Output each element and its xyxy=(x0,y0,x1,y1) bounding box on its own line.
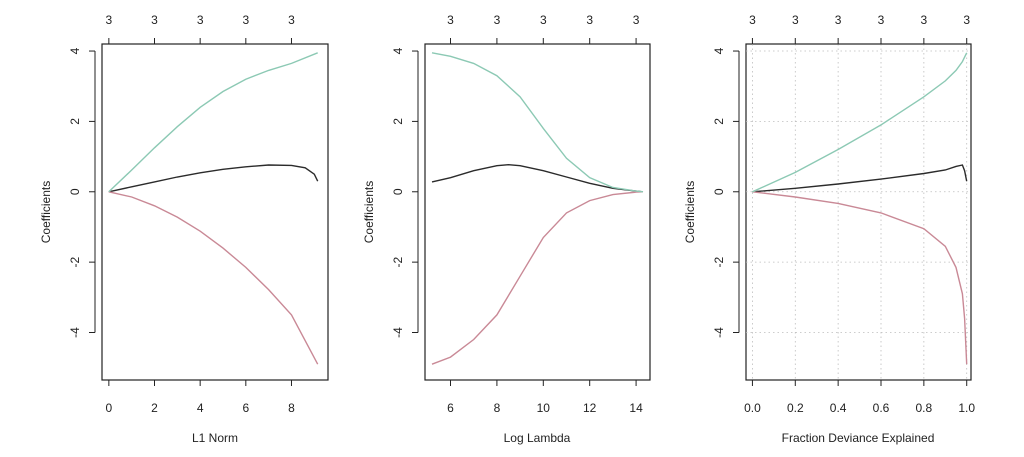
top-tick-label: 3 xyxy=(586,13,593,27)
curve-layer xyxy=(431,52,644,365)
y-tick-label: 2 xyxy=(68,118,82,125)
y-tick-label: 0 xyxy=(68,188,82,195)
coefficient-path-2 xyxy=(431,191,644,365)
top-tick-label: 3 xyxy=(540,13,547,27)
x-tick-label: 1.0 xyxy=(958,401,975,415)
curve-layer xyxy=(108,52,319,365)
top-tick-label: 3 xyxy=(288,13,295,27)
x-tick-label: 0.0 xyxy=(744,401,761,415)
axes-layer: 6 8 10 12 14 3 3 3 3 3 -4 -2 0 2 4 xyxy=(391,13,643,415)
top-tick-label: 3 xyxy=(197,13,204,27)
x-tick-label: 14 xyxy=(629,401,643,415)
x-tick-label: 6 xyxy=(242,401,249,415)
y-tick-label: 0 xyxy=(712,188,726,195)
top-tick-label: 3 xyxy=(242,13,249,27)
coefficient-path-3 xyxy=(431,52,644,193)
y-tick-label: 2 xyxy=(712,118,726,125)
top-tick-label: 3 xyxy=(963,13,970,27)
x-axis-label: Log Lambda xyxy=(504,431,571,445)
top-tick-label: 3 xyxy=(106,13,113,27)
coefficient-path-1 xyxy=(108,164,319,193)
x-tick-label: 0.2 xyxy=(787,401,804,415)
top-tick-label: 3 xyxy=(792,13,799,27)
coefficient-path-2 xyxy=(752,191,968,365)
y-tick-label: 4 xyxy=(712,47,726,54)
curve-layer xyxy=(752,52,968,365)
y-tick-label: -2 xyxy=(68,256,82,267)
y-tick-label: 4 xyxy=(391,47,405,54)
y-tick-label: -4 xyxy=(712,327,726,338)
top-tick-label: 3 xyxy=(921,13,928,27)
x-tick-label: 4 xyxy=(197,401,204,415)
top-tick-label: 3 xyxy=(878,13,885,27)
y-axis-label: Coefficients xyxy=(683,181,697,243)
y-tick-label: -2 xyxy=(712,256,726,267)
panel-fraction-deviance: 0.0 0.2 0.4 0.6 0.8 1.0 3 3 3 3 3 3 -4 -2 0 2 4 Fraction… xyxy=(683,13,975,445)
top-tick-label: 3 xyxy=(447,13,454,27)
x-tick-label: 12 xyxy=(583,401,597,415)
panel-log-lambda: 6 8 10 12 14 3 3 3 3 3 -4 -2 0 2 4 Log Lambda Coeffici… xyxy=(362,13,651,445)
y-axis-label: Coefficients xyxy=(39,181,53,243)
coefficient-path-1 xyxy=(752,164,968,193)
axes-layer: 0.0 0.2 0.4 0.6 0.8 1.0 3 3 3 3 3 3 -4 -2 0 2 4 xyxy=(712,13,975,415)
y-axis-label: Coefficients xyxy=(362,181,376,243)
top-tick-label: 3 xyxy=(494,13,501,27)
top-tick-label: 3 xyxy=(633,13,640,27)
y-tick-label: 2 xyxy=(391,118,405,125)
x-tick-label: 8 xyxy=(494,401,501,415)
grid-layer xyxy=(746,44,971,380)
coefficient-path-3 xyxy=(108,52,318,193)
x-tick-label: 0.4 xyxy=(830,401,847,415)
x-tick-label: 10 xyxy=(537,401,551,415)
x-tick-label: 0 xyxy=(106,401,113,415)
y-tick-label: 0 xyxy=(391,188,405,195)
panel-l1-norm: 0 2 4 6 8 3 3 3 3 3 -4 -2 0 2 4 L1 Norm Coefficients xyxy=(39,13,329,445)
y-tick-label: 4 xyxy=(68,47,82,54)
x-tick-label: 2 xyxy=(151,401,158,415)
x-axis-label: Fraction Deviance Explained xyxy=(782,431,935,445)
x-axis-label: L1 Norm xyxy=(192,431,238,445)
y-tick-label: -4 xyxy=(391,327,405,338)
y-tick-label: -2 xyxy=(391,256,405,267)
coefficient-path-3 xyxy=(752,52,968,193)
x-tick-label: 0.8 xyxy=(916,401,933,415)
top-tick-label: 3 xyxy=(151,13,158,27)
x-tick-label: 6 xyxy=(447,401,454,415)
x-tick-label: 8 xyxy=(288,401,295,415)
axes-layer: 0 2 4 6 8 3 3 3 3 3 -4 -2 0 2 4 xyxy=(68,13,295,415)
top-tick-label: 3 xyxy=(835,13,842,27)
x-tick-label: 0.6 xyxy=(873,401,890,415)
top-tick-label: 3 xyxy=(749,13,756,27)
coefficient-path-2 xyxy=(108,191,319,365)
y-tick-label: -4 xyxy=(68,327,82,338)
